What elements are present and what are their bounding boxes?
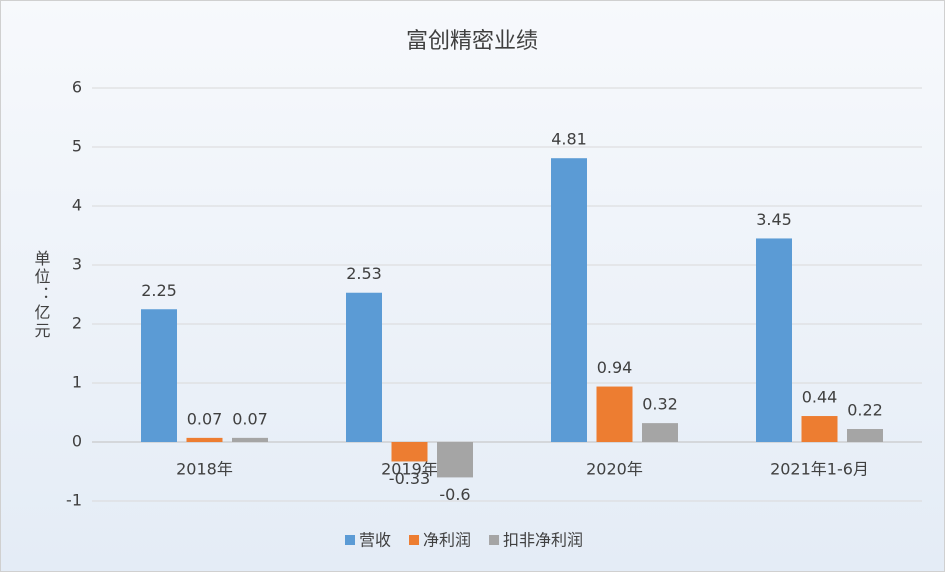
x-tick-label: 2021年1-6月 — [770, 460, 869, 479]
data-label: 0.94 — [597, 358, 633, 377]
bar — [437, 442, 473, 478]
bar — [801, 416, 838, 442]
data-label: -0.33 — [389, 469, 430, 488]
bar — [596, 386, 633, 442]
bar — [391, 442, 428, 462]
bar — [186, 437, 223, 442]
bar — [642, 423, 678, 442]
x-tick-label: 2019年 — [381, 460, 438, 479]
bar — [551, 158, 587, 442]
y-tick-label: 4 — [72, 196, 82, 215]
legend: 营收 净利润 扣非净利润 — [345, 531, 583, 550]
legend-swatch — [409, 535, 420, 545]
bar — [232, 437, 268, 442]
legend-swatch — [345, 535, 355, 545]
data-label: 0.32 — [642, 395, 678, 414]
bar — [847, 429, 883, 442]
bar — [346, 292, 382, 442]
bar — [756, 238, 792, 442]
y-tick-label: 1 — [72, 373, 82, 392]
y-axis-label: 单位：亿元 — [32, 250, 51, 340]
chart-title: 富创精密业绩 — [406, 29, 538, 54]
data-label: 0.22 — [847, 401, 883, 420]
legend-label: 营收 — [359, 531, 391, 550]
y-tick-label: 5 — [72, 137, 82, 156]
y-tick-label: 6 — [72, 78, 82, 97]
y-tick-label: 2 — [72, 314, 82, 333]
y-tick-label: 0 — [72, 432, 82, 451]
data-label: 2.25 — [141, 281, 177, 300]
y-tick-label: -1 — [66, 491, 82, 510]
data-label: -0.6 — [439, 485, 470, 504]
x-tick-label: 2018年 — [176, 460, 233, 479]
data-label: 4.81 — [551, 130, 587, 149]
x-tick-label: 2020年 — [586, 460, 643, 479]
data-label: 0.44 — [802, 388, 838, 407]
data-label: 2.53 — [346, 264, 382, 283]
legend-label: 扣非净利润 — [503, 531, 583, 550]
bar — [141, 309, 177, 442]
legend-label: 净利润 — [423, 531, 471, 550]
data-label: 0.07 — [232, 409, 268, 428]
legend-swatch — [489, 535, 500, 545]
y-tick-label: 3 — [72, 255, 82, 274]
data-label: 0.07 — [187, 409, 223, 428]
data-label: 3.45 — [756, 210, 792, 229]
